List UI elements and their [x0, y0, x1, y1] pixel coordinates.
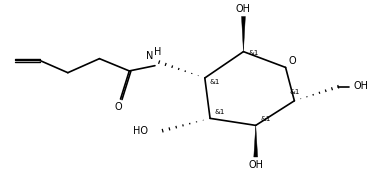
Text: O: O [115, 102, 122, 112]
Text: OH: OH [248, 160, 263, 170]
Text: OH: OH [236, 4, 251, 14]
Text: OH: OH [353, 81, 369, 91]
Text: &1: &1 [215, 109, 225, 115]
Text: &1: &1 [260, 116, 271, 122]
Polygon shape [254, 125, 258, 157]
Text: H: H [154, 47, 161, 57]
Polygon shape [242, 16, 245, 52]
Text: HO: HO [133, 126, 148, 136]
Text: &1: &1 [209, 79, 220, 85]
Text: O: O [288, 56, 296, 66]
Text: N: N [146, 51, 153, 61]
Text: &1: &1 [248, 50, 259, 56]
Text: &1: &1 [289, 89, 299, 95]
